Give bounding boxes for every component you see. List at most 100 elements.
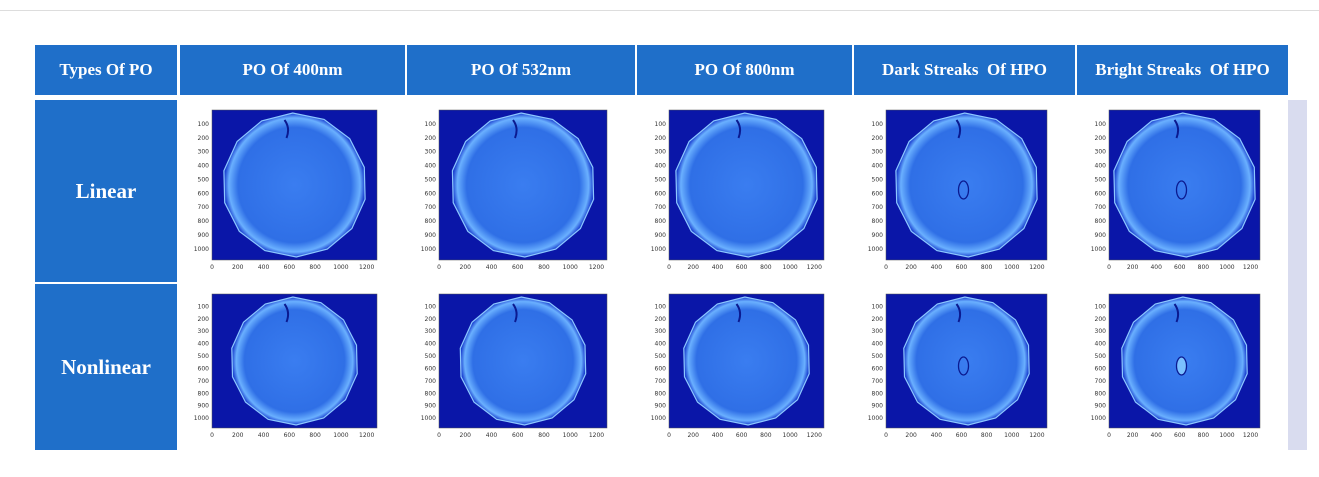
beam-spot [904, 297, 1029, 425]
y-tick-label: 800 [1095, 390, 1107, 397]
y-tick-label: 1000 [194, 246, 209, 253]
x-tick-label: 1200 [1243, 264, 1258, 271]
y-tick-label: 100 [1095, 303, 1107, 310]
y-tick-label: 600 [425, 365, 437, 372]
x-tick-label: 200 [232, 432, 244, 439]
y-tick-label: 1000 [1091, 415, 1106, 422]
y-tick-label: 800 [198, 390, 210, 397]
x-tick-label: 0 [210, 432, 214, 439]
y-tick-label: 500 [655, 176, 667, 183]
y-tick-label: 300 [1095, 149, 1107, 156]
beam-spot [452, 113, 593, 257]
y-tick-label: 300 [425, 328, 437, 335]
y-tick-label: 200 [1095, 135, 1107, 142]
y-tick-label: 200 [872, 316, 884, 323]
y-tick-label: 1000 [651, 246, 666, 253]
y-tick-label: 600 [198, 365, 210, 372]
y-tick-label: 400 [872, 163, 884, 170]
x-tick-label: 200 [460, 264, 472, 271]
y-tick-label: 500 [872, 176, 884, 183]
x-tick-label: 400 [486, 264, 498, 271]
x-tick-label: 1000 [1004, 432, 1019, 439]
x-tick-label: 800 [981, 432, 993, 439]
y-tick-label: 600 [1095, 190, 1107, 197]
y-tick-label: 900 [655, 232, 667, 239]
y-tick-label: 500 [198, 176, 210, 183]
y-tick-label: 100 [655, 303, 667, 310]
x-tick-label: 800 [760, 264, 772, 271]
row-label: Linear [35, 100, 177, 282]
y-tick-label: 200 [198, 135, 210, 142]
y-tick-label: 400 [872, 341, 884, 348]
x-tick-label: 800 [1198, 432, 1210, 439]
y-tick-label: 900 [425, 403, 437, 410]
y-tick-label: 300 [198, 149, 210, 156]
x-tick-label: 400 [931, 264, 943, 271]
beam-spot [224, 113, 365, 257]
x-tick-label: 800 [981, 264, 993, 271]
y-tick-label: 900 [1095, 232, 1107, 239]
column-header: Bright Streaks Of HPO [1077, 45, 1288, 95]
y-tick-label: 400 [655, 341, 667, 348]
x-tick-label: 200 [905, 432, 917, 439]
y-tick-label: 600 [1095, 365, 1107, 372]
x-tick-label: 600 [512, 432, 524, 439]
y-tick-label: 200 [425, 135, 437, 142]
y-tick-label: 100 [425, 303, 437, 310]
x-tick-label: 400 [486, 432, 498, 439]
y-tick-label: 500 [1095, 353, 1107, 360]
y-tick-label: 100 [655, 121, 667, 128]
x-tick-label: 200 [232, 264, 244, 271]
x-tick-label: 0 [1107, 432, 1111, 439]
y-tick-label: 400 [425, 163, 437, 170]
y-tick-label: 900 [198, 232, 210, 239]
y-tick-label: 300 [1095, 328, 1107, 335]
y-tick-label: 900 [655, 403, 667, 410]
x-tick-label: 400 [712, 432, 724, 439]
x-tick-label: 800 [1198, 264, 1210, 271]
y-tick-label: 500 [1095, 176, 1107, 183]
beam-spot [896, 113, 1037, 257]
column-header: Dark Streaks Of HPO [854, 45, 1075, 95]
y-tick-label: 200 [1095, 316, 1107, 323]
x-tick-label: 1000 [1219, 432, 1234, 439]
y-tick-label: 200 [655, 135, 667, 142]
x-tick-label: 1200 [807, 432, 822, 439]
divider [0, 10, 1319, 11]
y-tick-label: 800 [1095, 218, 1107, 225]
y-tick-label: 300 [655, 328, 667, 335]
y-tick-label: 800 [655, 390, 667, 397]
x-tick-label: 0 [210, 264, 214, 271]
x-tick-label: 1200 [807, 264, 822, 271]
scroll-strip [1288, 100, 1307, 450]
x-tick-label: 1000 [1219, 264, 1234, 271]
x-tick-label: 1000 [333, 432, 348, 439]
y-tick-label: 400 [1095, 341, 1107, 348]
x-tick-label: 0 [884, 432, 888, 439]
x-tick-label: 600 [956, 264, 968, 271]
x-tick-label: 1000 [782, 432, 797, 439]
plot: 1002003004005006007008009001000020040060… [854, 284, 1075, 450]
beam-spot [232, 297, 357, 425]
y-tick-label: 700 [655, 204, 667, 211]
x-tick-label: 0 [884, 264, 888, 271]
y-tick-label: 1000 [651, 415, 666, 422]
y-tick-label: 500 [425, 176, 437, 183]
plot: 1002003004005006007008009001000020040060… [1077, 100, 1288, 282]
y-tick-label: 600 [425, 190, 437, 197]
y-tick-label: 800 [872, 218, 884, 225]
x-tick-label: 1000 [1004, 264, 1019, 271]
column-header: PO Of 532nm [407, 45, 635, 95]
plot-image: 1002003004005006007008009001000020040060… [407, 284, 635, 450]
x-tick-label: 0 [667, 264, 671, 271]
x-tick-label: 800 [309, 432, 321, 439]
y-tick-label: 1000 [1091, 246, 1106, 253]
y-tick-label: 500 [425, 353, 437, 360]
x-tick-label: 1000 [782, 264, 797, 271]
x-tick-label: 400 [712, 264, 724, 271]
x-tick-label: 1200 [589, 264, 604, 271]
